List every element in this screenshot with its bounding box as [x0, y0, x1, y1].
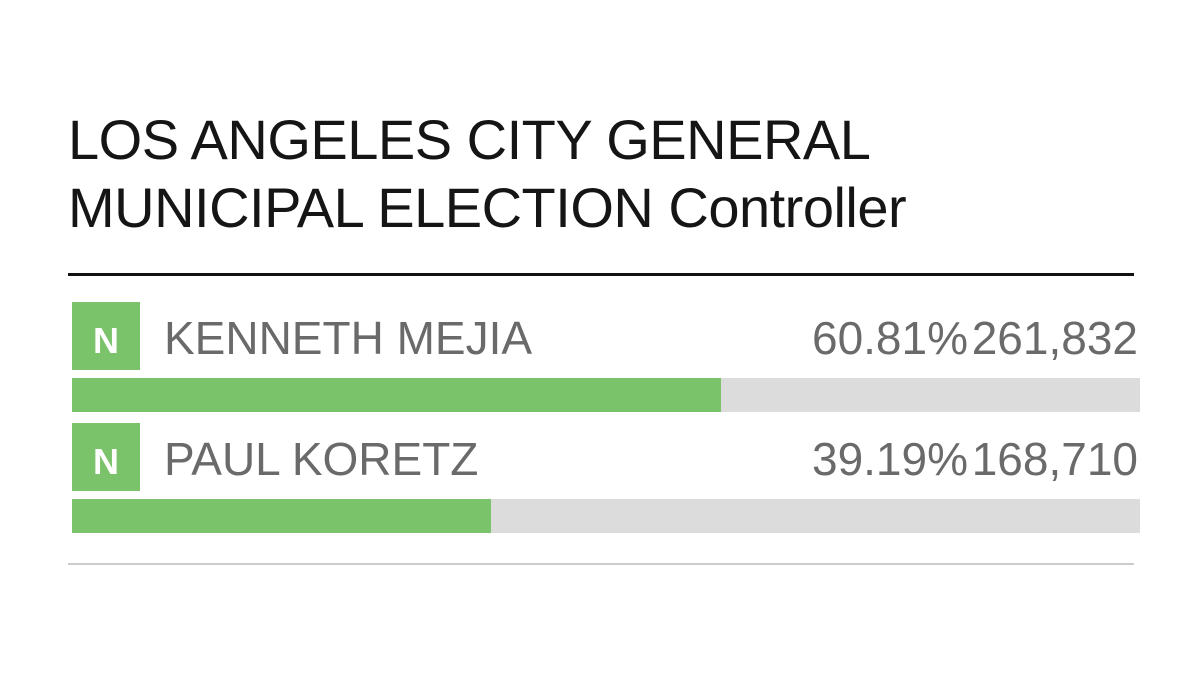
vote-bar-fill: [72, 378, 722, 412]
vote-percent: 60.81%: [811, 312, 968, 364]
footer-divider: [68, 563, 1134, 565]
vote-percent: 39.19%: [811, 433, 968, 485]
vote-bar-fill: [72, 499, 491, 533]
candidate-row: N KENNETH MEJIA 60.81% 261,832: [72, 302, 1140, 414]
vote-count: 168,710: [971, 433, 1138, 485]
vote-bar-track: [72, 378, 1140, 412]
candidate-name: PAUL KORETZ: [164, 433, 479, 485]
vote-count: 261,832: [971, 312, 1138, 364]
race-title: LOS ANGELES CITY GENERAL MUNICIPAL ELECT…: [68, 108, 907, 239]
header-divider: [68, 273, 1134, 276]
party-badge: N: [72, 423, 140, 491]
candidate-row: N PAUL KORETZ 39.19% 168,710: [72, 423, 1140, 535]
party-badge: N: [72, 302, 140, 370]
candidate-name: KENNETH MEJIA: [164, 312, 533, 364]
vote-bar-track: [72, 499, 1140, 533]
